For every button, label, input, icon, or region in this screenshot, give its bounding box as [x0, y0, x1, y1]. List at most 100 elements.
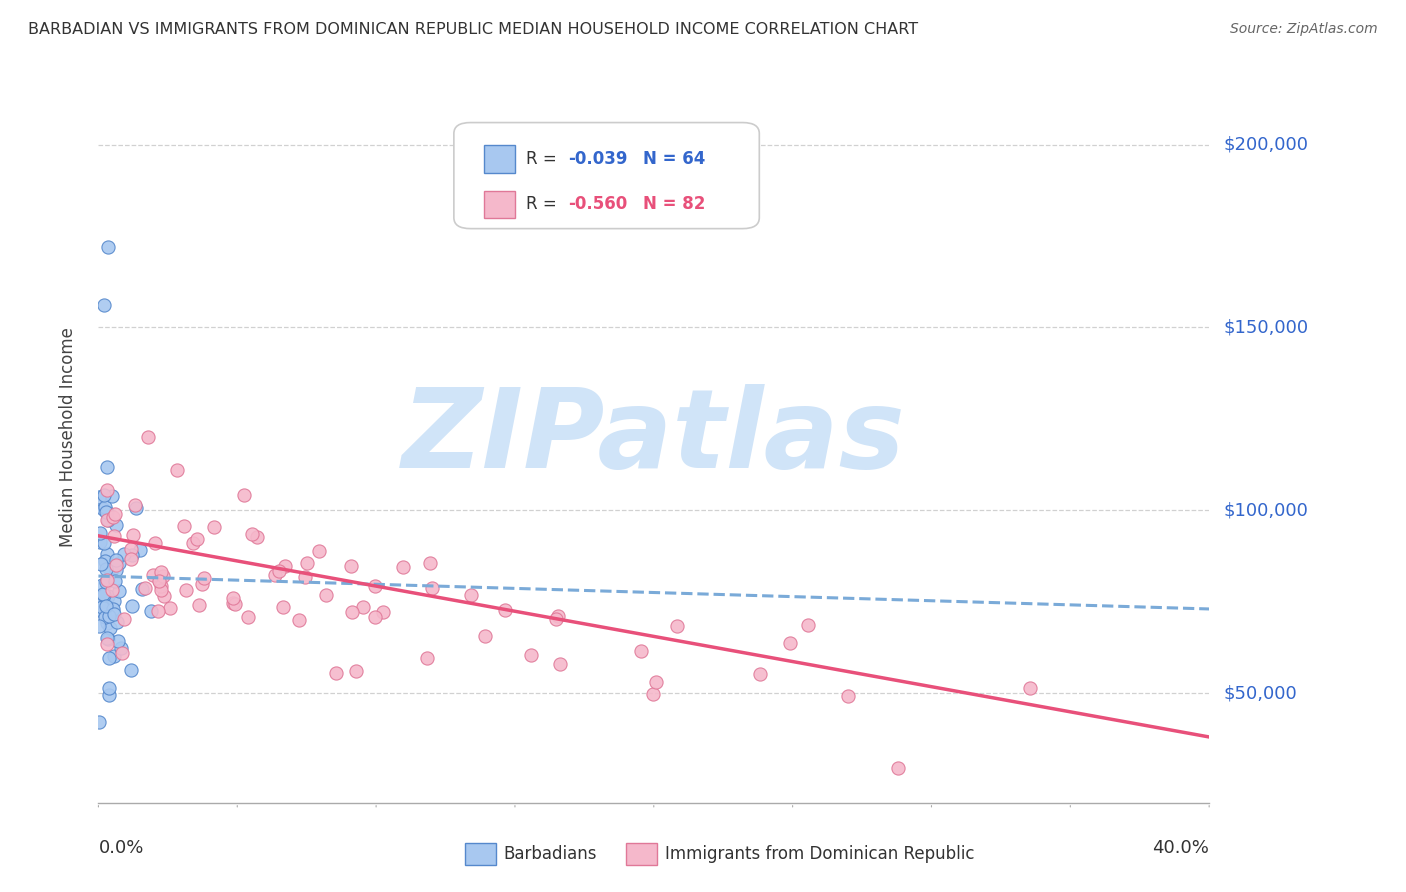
Text: N = 82: N = 82 — [643, 195, 704, 213]
Point — [779, 636, 801, 650]
Point — [224, 597, 246, 611]
Point — [104, 558, 127, 572]
Point — [96, 637, 118, 651]
Point — [340, 559, 363, 574]
Text: $50,000: $50,000 — [1223, 684, 1296, 702]
Point — [96, 589, 118, 603]
Point — [121, 548, 143, 562]
Point — [112, 547, 135, 561]
Point — [91, 587, 114, 601]
Point — [308, 544, 330, 558]
Text: N = 64: N = 64 — [643, 150, 704, 168]
Point — [519, 648, 541, 662]
Point — [104, 552, 127, 566]
Point — [547, 609, 569, 624]
Text: Barbadians: Barbadians — [503, 845, 598, 863]
Point — [96, 573, 118, 587]
Point — [643, 687, 665, 701]
Point — [364, 579, 387, 593]
Point — [89, 491, 111, 505]
Point — [90, 578, 112, 592]
Point — [93, 298, 115, 312]
Point — [98, 621, 121, 635]
Point — [340, 605, 363, 619]
Point — [474, 629, 496, 643]
Point — [93, 553, 115, 567]
Point — [98, 681, 121, 696]
Point — [97, 512, 120, 526]
Point — [238, 610, 260, 624]
Point — [294, 569, 316, 583]
Point — [150, 579, 173, 593]
Point — [202, 520, 225, 534]
Point — [101, 490, 124, 504]
Point — [103, 602, 125, 616]
Point — [271, 600, 294, 615]
Point — [107, 584, 129, 599]
Point — [122, 528, 145, 542]
Point — [544, 612, 567, 626]
Point — [103, 649, 125, 664]
Point — [174, 583, 197, 598]
Point — [494, 603, 516, 617]
Text: $100,000: $100,000 — [1223, 501, 1308, 519]
Point — [89, 534, 111, 549]
Point — [295, 556, 318, 570]
Point — [112, 612, 135, 626]
Text: Immigrants from Dominican Republic: Immigrants from Dominican Republic — [665, 845, 974, 863]
Point — [97, 240, 120, 254]
Point — [90, 600, 112, 615]
Point — [886, 761, 908, 775]
FancyBboxPatch shape — [454, 122, 759, 228]
Text: BARBADIAN VS IMMIGRANTS FROM DOMINICAN REPUBLIC MEDIAN HOUSEHOLD INCOME CORRELAT: BARBADIAN VS IMMIGRANTS FROM DOMINICAN R… — [28, 22, 918, 37]
Point — [665, 619, 688, 633]
Point — [419, 556, 441, 570]
Point — [221, 596, 243, 610]
Text: $200,000: $200,000 — [1223, 136, 1308, 153]
Point — [232, 488, 254, 502]
Point — [148, 574, 170, 588]
Point — [94, 609, 117, 624]
Point — [121, 599, 143, 614]
Point — [93, 588, 115, 602]
Point — [188, 598, 211, 612]
Point — [1019, 681, 1042, 696]
Point — [644, 675, 666, 690]
Point — [131, 582, 153, 597]
Text: -0.039: -0.039 — [568, 150, 627, 168]
Point — [94, 600, 117, 615]
Point — [134, 582, 156, 596]
Point — [93, 488, 115, 502]
Point — [796, 617, 818, 632]
Text: $150,000: $150,000 — [1223, 318, 1308, 336]
Text: R =: R = — [526, 195, 562, 213]
Point — [89, 715, 111, 730]
Point — [153, 589, 176, 603]
Point — [89, 595, 111, 609]
Point — [107, 634, 129, 648]
Text: 40.0%: 40.0% — [1153, 839, 1209, 857]
FancyBboxPatch shape — [484, 145, 515, 173]
Point — [96, 483, 118, 497]
Point — [94, 500, 117, 514]
Point — [221, 591, 243, 605]
Point — [110, 646, 132, 660]
Point — [103, 594, 125, 608]
Point — [269, 564, 291, 578]
Point — [90, 557, 112, 571]
Point — [138, 430, 160, 444]
Text: -0.560: -0.560 — [568, 195, 627, 213]
Point — [93, 536, 115, 550]
Point — [96, 459, 118, 474]
Point — [837, 690, 859, 704]
Point — [150, 566, 173, 580]
Point — [364, 610, 387, 624]
Point — [103, 528, 125, 542]
Point — [120, 541, 142, 556]
Point — [101, 582, 124, 597]
Point — [103, 607, 125, 622]
Point — [630, 644, 652, 658]
Point — [97, 651, 120, 665]
Point — [105, 615, 128, 629]
Point — [105, 563, 128, 577]
